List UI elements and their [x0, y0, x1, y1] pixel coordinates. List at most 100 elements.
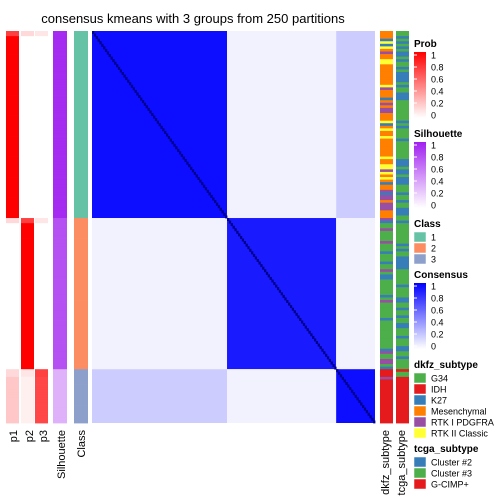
p1-cell	[6, 382, 19, 385]
consensus-block-1-3	[336, 31, 375, 219]
p3-cell	[35, 282, 48, 286]
silhouette-cell	[53, 182, 67, 186]
consensus-diagonal-cell	[350, 389, 354, 393]
consensus-diagonal-cell	[160, 125, 163, 129]
p3-cell	[35, 38, 48, 42]
p2-cell	[21, 284, 34, 288]
p2-cell	[21, 133, 34, 137]
dkfz-subtype-cell	[380, 89, 393, 93]
p1-cell	[6, 351, 19, 355]
p3-cell	[35, 371, 48, 375]
legend-item-label: G-CIMP+	[431, 480, 469, 490]
p1-cell	[6, 366, 19, 370]
consensus-diagonal-cell	[310, 333, 313, 337]
silhouette-cell	[53, 161, 67, 165]
p2-cell	[21, 51, 34, 55]
p1-cell	[6, 69, 19, 73]
p3-cell	[35, 389, 48, 393]
class-cell	[74, 251, 88, 255]
p3-cell	[35, 346, 48, 350]
silhouette-cell	[53, 228, 67, 232]
tcga-subtype-cell	[396, 346, 409, 350]
tcga-subtype-cell	[396, 174, 409, 178]
consensus-diagonal-cell	[154, 118, 158, 122]
p2-cell	[21, 223, 34, 227]
tcga-subtype-cell	[396, 366, 409, 370]
dkfz-subtype-cell	[380, 128, 393, 132]
dkfz-subtype-cell	[380, 212, 393, 216]
p3-cell	[35, 200, 48, 204]
silhouette-cell	[53, 153, 67, 157]
p2-cell	[21, 361, 34, 365]
consensus-diagonal-cell	[164, 130, 167, 134]
class-cell	[74, 125, 88, 129]
p1-cell	[6, 110, 19, 114]
class-cell	[74, 417, 88, 421]
p2-cell	[21, 197, 34, 201]
p1-cell	[6, 300, 19, 303]
p3-cell	[35, 294, 48, 298]
p3-cell	[35, 82, 48, 86]
silhouette-cell	[53, 256, 67, 260]
p1-cell	[6, 287, 19, 291]
consensus-diagonal-cell	[158, 123, 161, 127]
p2-cell	[21, 341, 34, 344]
consensus-diagonal-cell	[373, 420, 376, 424]
silhouette-cell	[53, 356, 67, 360]
dkfz-subtype-cell	[380, 405, 393, 409]
dkfz-subtype-cell	[380, 292, 393, 296]
p3-cell	[35, 48, 48, 52]
silhouette-cell	[53, 64, 67, 68]
consensus-diagonal-cell	[356, 397, 359, 401]
class-cell	[74, 141, 88, 145]
p2-cell	[21, 41, 34, 45]
dkfz-subtype-cell	[380, 246, 393, 250]
class-cell	[74, 310, 88, 314]
p2-cell	[21, 410, 34, 414]
p2-cell	[21, 399, 34, 403]
tcga-subtype-cell	[396, 130, 409, 134]
p2-cell	[21, 95, 34, 99]
dkfz-subtype-cell	[380, 192, 393, 196]
dkfz-subtype-cell	[380, 269, 393, 273]
consensus-block-3-1	[92, 369, 228, 423]
silhouette-cell	[53, 141, 67, 145]
tcga-subtype-cell	[396, 74, 409, 78]
consensus-diagonal-cell	[106, 51, 110, 55]
p2-cell	[21, 159, 34, 163]
class-cell	[74, 128, 88, 132]
legend-gradient-bar	[414, 142, 426, 208]
consensus-diagonal-cell	[173, 143, 176, 147]
p2-cell	[21, 164, 34, 168]
class-cell	[74, 384, 88, 388]
consensus-diagonal-cell	[117, 66, 121, 70]
tcga-subtype-cell	[396, 246, 409, 250]
dkfz-subtype-cell	[380, 389, 393, 393]
silhouette-cell	[53, 248, 67, 252]
silhouette-cell	[53, 405, 67, 409]
p1-cell	[6, 159, 19, 163]
tcga-subtype-cell	[396, 141, 409, 145]
silhouette-cell	[53, 110, 67, 114]
tcga-subtype-cell	[396, 215, 409, 219]
p3-cell	[35, 358, 48, 362]
consensus-diagonal-cell	[282, 294, 285, 298]
p1-cell	[6, 118, 19, 122]
class-cell	[74, 41, 88, 45]
p1-cell	[6, 74, 19, 78]
p3-cell	[35, 153, 48, 157]
dkfz-subtype-cell	[380, 46, 393, 50]
consensus-diagonal-cell	[99, 41, 102, 45]
legend-tick-label: 0.8	[431, 63, 444, 73]
tcga-subtype-cell	[396, 164, 409, 168]
dkfz-subtype-cell	[380, 328, 393, 332]
consensus-diagonal-cell	[341, 376, 344, 380]
p2-cell	[21, 369, 34, 373]
p2-cell	[21, 143, 34, 147]
p2-cell	[21, 317, 34, 321]
tcga-subtype-cell	[396, 71, 409, 75]
p2-cell	[21, 420, 34, 424]
p1-cell	[6, 343, 19, 347]
dkfz-subtype-cell	[380, 284, 393, 288]
tcga-subtype-cell	[396, 253, 409, 257]
